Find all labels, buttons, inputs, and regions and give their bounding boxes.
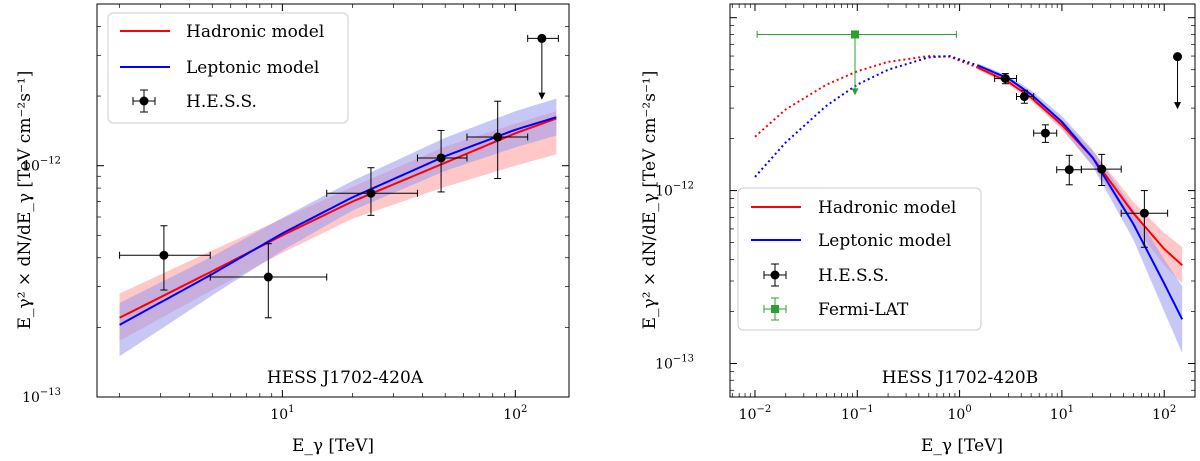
panel-a-x-tick-label-0: 101 bbox=[270, 404, 294, 423]
panel-a-legend-hadronic-label: Hadronic model bbox=[186, 22, 324, 42]
panel-a-h-e-s-s-point-4 bbox=[466, 100, 529, 180]
panel-b-x-tick-label-0: 10−2 bbox=[739, 404, 772, 423]
panel-a-legend-hess-swatch bbox=[132, 89, 156, 113]
panel-b-bands bbox=[977, 63, 1183, 353]
panel-b-hadronic-model-dotted-line bbox=[754, 55, 978, 138]
panel-a-y-tick-label-0: 10−13 bbox=[22, 387, 61, 406]
panel-a-label: HESS J1702-420A bbox=[267, 368, 424, 388]
panel-a-legend-frame bbox=[107, 12, 349, 124]
panel-b-y-axis-label: E_γ² × dN/dE_γ [TeV cm⁻²s⁻¹] bbox=[640, 71, 660, 330]
panel-a-h-e-s-s-point-5 bbox=[527, 33, 559, 100]
panel-a-bands bbox=[119, 98, 557, 357]
panel-a-legend-leptonic-label: Leptonic model bbox=[186, 58, 319, 78]
panel-b-h-e-s-s-point-1 bbox=[1016, 89, 1035, 104]
panel-b-model-lines bbox=[754, 55, 1184, 320]
panel-b-h-e-s-s-point-0 bbox=[994, 73, 1018, 85]
panel-b-legend-hess-label: H.E.S.S. bbox=[818, 266, 889, 286]
panel-a-axes-frame bbox=[96, 3, 570, 398]
panel-b-fermi-lat-point-0 bbox=[756, 30, 957, 96]
panel-b-ticks bbox=[730, 4, 1196, 397]
panel-a-leptonic-model-line bbox=[119, 116, 557, 326]
panel-b-legend: Hadronic model Leptonic model H.E.S.S. bbox=[737, 187, 982, 331]
panel-a-x-tick-label-1: 102 bbox=[503, 404, 527, 423]
panel-b-legend-fermi-swatch bbox=[763, 297, 787, 321]
panel-b-y-tick-label-0: 10−13 bbox=[655, 353, 694, 372]
panel-a-ticks bbox=[97, 3, 569, 398]
panel-b-leptonic-model-dotted-line bbox=[754, 55, 978, 178]
panel-a-y-axis-label: E_γ² × dN/dE_γ [TeV cm⁻²s⁻¹] bbox=[15, 71, 35, 330]
panel-b-legend-fermi-label: Fermi-LAT bbox=[818, 300, 909, 320]
panel-b-h-e-s-s-point-5 bbox=[1120, 190, 1169, 248]
panel-a-h-e-s-s-point-3 bbox=[416, 129, 468, 193]
panel-a-hadronic-model-line bbox=[119, 117, 557, 319]
panel-b-data-points bbox=[756, 30, 1183, 248]
panel-b-hadronic-model-line bbox=[977, 66, 1183, 266]
panel-b-h-e-s-s-point-2 bbox=[1033, 124, 1058, 143]
panel-a-x-axis-label: E_γ [TeV] bbox=[292, 436, 374, 456]
panel-a-h-e-s-s-point-2 bbox=[326, 167, 418, 216]
panel-b-legend-hess-swatch bbox=[763, 263, 787, 287]
panel-b-x-axis-label: E_γ [TeV] bbox=[921, 436, 1003, 456]
panel-b-y-tick-label-1: 10−12 bbox=[655, 181, 694, 200]
panel-b-x-tick-label-3: 101 bbox=[1050, 404, 1074, 423]
panel-b-label: HESS J1702-420B bbox=[882, 368, 1038, 388]
panel-b-legend-leptonic-label: Leptonic model bbox=[818, 231, 951, 251]
panel-a-h-e-s-s-point-0 bbox=[119, 225, 211, 291]
panel-b-h-e-s-s-point-4 bbox=[1080, 153, 1122, 187]
panel-b-x-tick-label-4: 102 bbox=[1152, 404, 1176, 423]
panel-b-leptonic-uncertainty-band bbox=[977, 63, 1183, 353]
panel-a-model-lines bbox=[119, 116, 557, 326]
panel-b-legend-frame bbox=[737, 187, 982, 331]
panel-b-x-tick-label-1: 10−1 bbox=[841, 404, 874, 423]
panel-b-h-e-s-s-point-6 bbox=[1173, 52, 1183, 110]
panel-a-leptonic-uncertainty-band bbox=[119, 98, 557, 357]
panel-a-h-e-s-s-point-1 bbox=[209, 243, 328, 319]
panel-b-legend-hadronic-label: Hadronic model bbox=[818, 198, 956, 218]
panel-b-axes-frame bbox=[729, 3, 1196, 398]
panel-b-h-e-s-s-point-3 bbox=[1056, 154, 1082, 186]
panel-b-leptonic-model-line bbox=[977, 64, 1184, 320]
panel-a-legend-hess-label: H.E.S.S. bbox=[186, 92, 257, 112]
panel-a-data-points bbox=[119, 33, 559, 319]
panel-b-x-tick-label-2: 100 bbox=[947, 404, 971, 423]
panel-b: 10−2 10−1 100 101 102 10−13 10−12 HESS J1702-4… bbox=[640, 3, 1196, 456]
panel-a-legend: Hadronic model Leptonic model H.E.S.S. bbox=[107, 12, 349, 124]
